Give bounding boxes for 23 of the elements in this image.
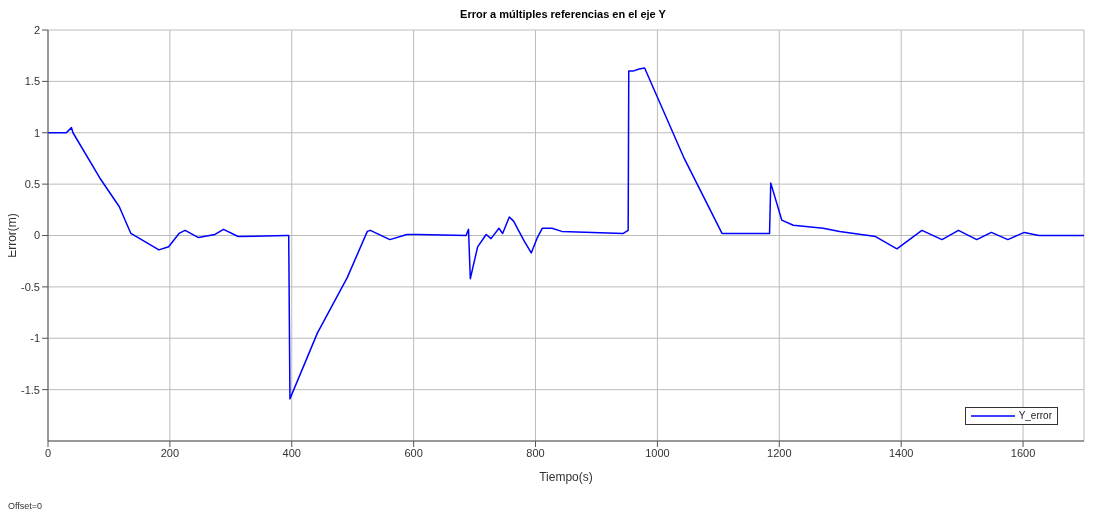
text: Offset=0 bbox=[8, 501, 43, 511]
x-tick-label: 1600 bbox=[1010, 446, 1036, 459]
x-tick-label: 600 bbox=[404, 446, 423, 459]
line-series bbox=[48, 67, 1084, 400]
y-tick-label: 1 bbox=[33, 126, 40, 139]
y-tick-label: -1.5 bbox=[21, 383, 40, 396]
y-tick-label: 0 bbox=[33, 229, 40, 242]
y-axis-title: Error(m) bbox=[5, 213, 20, 258]
y-tick-label: -0.5 bbox=[21, 280, 40, 293]
y-tick-label: -1 bbox=[30, 332, 40, 345]
x-tick-label: 1400 bbox=[888, 446, 914, 459]
x-tick-label: 1000 bbox=[645, 446, 670, 459]
y-tick-label: 1.5 bbox=[24, 75, 40, 88]
x-tick-label: 400 bbox=[282, 446, 301, 459]
chart-title: Error a múltiples referencias en el eje Y bbox=[459, 8, 667, 20]
x-tick-label: 800 bbox=[526, 446, 545, 459]
y-tick-label: 2 bbox=[33, 23, 40, 36]
x-tick-label: 1200 bbox=[767, 446, 792, 459]
y-tick-label: 0.5 bbox=[24, 178, 40, 191]
x-tick-label: 200 bbox=[160, 446, 180, 459]
x-tick-label: 0 bbox=[44, 446, 52, 459]
x-axis-title: Tiempo(s) bbox=[539, 470, 593, 484]
legend-label: Y_error bbox=[1018, 410, 1052, 422]
